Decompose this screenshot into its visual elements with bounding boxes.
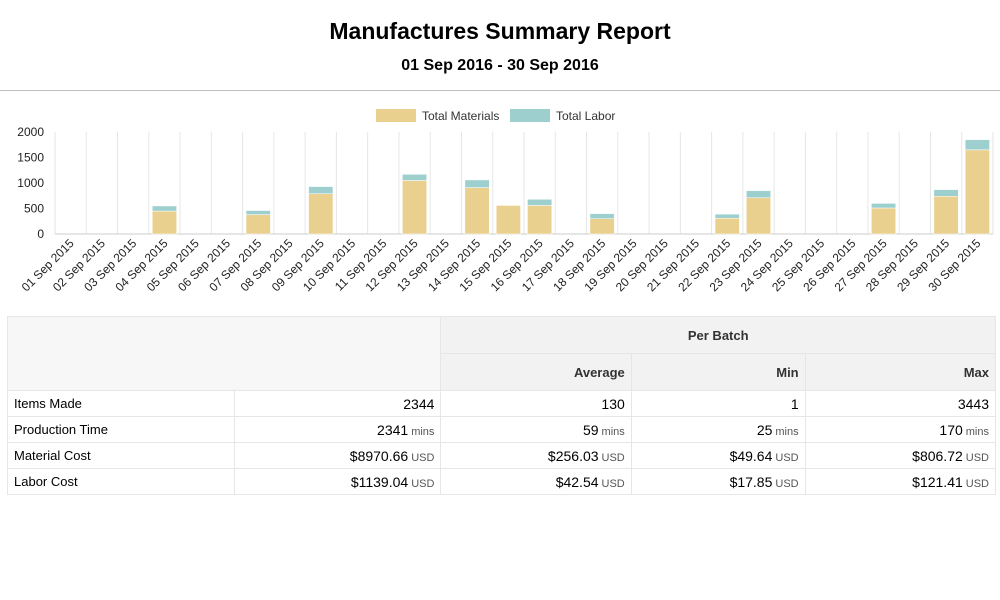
row-label: Labor Cost: [7, 468, 235, 495]
bar-total-labor: [402, 174, 428, 181]
cell-total: $8970.66 USD: [233, 442, 442, 469]
cell-total: 2341 mins: [233, 416, 442, 443]
bar-total-materials: [933, 196, 959, 235]
report-header: Manufactures Summary Report 01 Sep 2016 …: [0, 0, 1000, 91]
bar-total-materials: [402, 180, 428, 235]
y-tick-label: 500: [24, 202, 44, 216]
table-row: Labor Cost $1139.04 USD $42.54 USD $17.85 U…: [7, 468, 997, 495]
unit-label: USD: [775, 477, 799, 490]
unit-label: USD: [411, 477, 435, 490]
unit-label: mins: [965, 425, 989, 438]
col-header-min: Min: [630, 353, 806, 391]
bar-total-materials: [589, 218, 615, 235]
summary-table: Per Batch Average Min Max Items Made 234…: [6, 316, 997, 495]
cell-max: $806.72 USD: [804, 442, 997, 469]
cell-max: $121.41 USD: [804, 468, 997, 495]
bar-total-labor: [245, 210, 271, 215]
bar-total-labor: [714, 213, 740, 219]
cell-min: $49.64 USD: [630, 442, 806, 469]
table-row: Production Time 2341 mins 59 mins 25 mins 1…: [7, 416, 997, 443]
col-header-max: Max: [804, 353, 997, 391]
bar-total-labor: [933, 189, 959, 197]
bar-total-materials: [308, 193, 334, 235]
unit-label: USD: [775, 451, 799, 464]
unit-label: USD: [965, 477, 989, 490]
unit-label: mins: [775, 425, 799, 438]
cell-average: $256.03 USD: [440, 442, 632, 469]
bar-total-materials: [964, 149, 990, 235]
col-header-average: Average: [440, 353, 632, 391]
cell-average: $42.54 USD: [440, 468, 632, 495]
bar-total-labor: [464, 179, 490, 188]
bar-total-materials: [527, 205, 553, 235]
bar-total-materials: [714, 217, 740, 235]
bar-total-labor: [746, 190, 771, 199]
unit-label: USD: [411, 451, 435, 464]
legend-swatch: [510, 109, 550, 122]
unit-label: USD: [965, 451, 989, 464]
legend-swatch: [376, 109, 416, 122]
y-tick-label: 2000: [17, 125, 44, 139]
bar-total-materials: [871, 207, 897, 235]
bar-total-materials: [245, 214, 271, 235]
row-label: Material Cost: [7, 442, 235, 469]
bar-total-labor: [151, 205, 177, 212]
cell-average: 130: [440, 390, 632, 417]
cell-total: $1139.04 USD: [233, 468, 442, 495]
cell-min: 1: [630, 390, 806, 417]
unit-label: USD: [601, 451, 625, 464]
y-tick-label: 1000: [17, 176, 44, 190]
cell-min: $17.85 USD: [630, 468, 806, 495]
unit-label: mins: [411, 425, 435, 438]
row-label: Production Time: [7, 416, 235, 443]
bar-total-materials: [746, 197, 771, 235]
cell-average: 59 mins: [440, 416, 632, 443]
y-tick-label: 1500: [17, 151, 44, 165]
table-corner-cell: [6, 316, 442, 391]
row-label: Items Made: [7, 390, 235, 417]
bar-total-materials: [464, 187, 490, 235]
bar-total-labor: [589, 213, 615, 219]
per-batch-header: Per Batch: [440, 316, 996, 354]
cell-min: 25 mins: [630, 416, 806, 443]
bar-total-labor: [527, 199, 553, 206]
y-tick-label: 0: [37, 227, 44, 241]
bar-total-labor: [964, 139, 990, 151]
bar-total-labor: [308, 186, 334, 194]
unit-label: USD: [601, 477, 625, 490]
table-row: Material Cost $8970.66 USD $256.03 USD $49…: [7, 442, 997, 469]
legend-label: Total Materials: [422, 109, 499, 123]
unit-label: mins: [601, 425, 625, 438]
cell-max: 170 mins: [804, 416, 997, 443]
bar-total-labor: [871, 203, 897, 209]
cell-max: 3443: [804, 390, 997, 417]
legend-label: Total Labor: [556, 109, 615, 123]
report-title: Manufactures Summary Report: [329, 18, 671, 44]
cell-total: 2344: [233, 390, 442, 417]
bar-total-materials: [151, 210, 177, 235]
table-row: Items Made 2344 130 1 3443: [7, 390, 997, 417]
report-date-range: 01 Sep 2016 - 30 Sep 2016: [401, 57, 599, 74]
bar-total-materials: [495, 205, 521, 235]
